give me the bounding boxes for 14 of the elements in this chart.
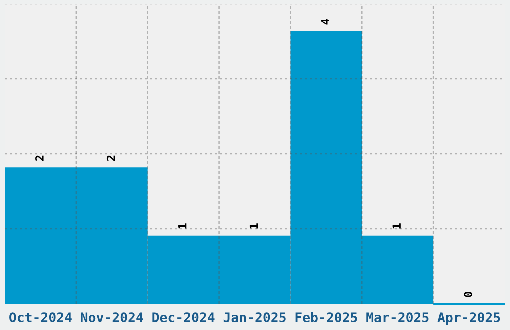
data-label: 2 (36, 156, 44, 162)
x-tick-label: Dec-2024 (152, 312, 215, 323)
data-label: 2 (106, 156, 116, 162)
x-tick-label: Jan-2025 (224, 312, 286, 323)
x-tick-label: Mar-2025 (366, 312, 429, 323)
x-tick-label: Feb-2025 (296, 312, 358, 323)
data-label: 1 (392, 224, 401, 229)
x-tick-label: Oct-2024 (10, 312, 72, 323)
data-label: 0 (464, 292, 473, 298)
x-tick-label: Apr-2025 (438, 312, 500, 326)
data-label: 1 (250, 224, 258, 229)
x-tick-label: Nov-2024 (81, 312, 144, 323)
data-label: 1 (178, 224, 187, 229)
data-label: 4 (321, 19, 330, 25)
